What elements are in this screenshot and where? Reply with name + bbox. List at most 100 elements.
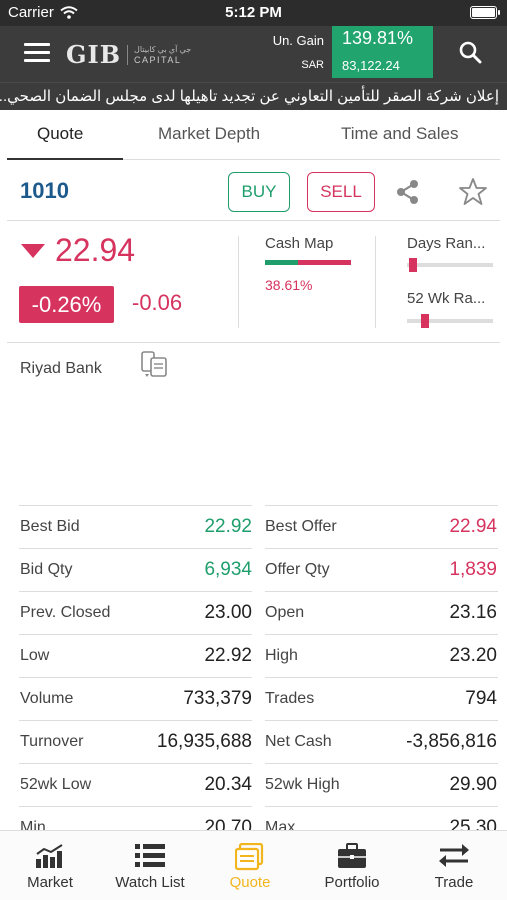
days-range-bar (407, 258, 493, 272)
detail-label: 52wk Low (20, 776, 92, 793)
nav-quote-label: Quote (229, 874, 271, 891)
change-percent-badge: -0.26% (19, 286, 114, 323)
detail-value: 22.92 (204, 645, 252, 666)
detail-label: Min (20, 819, 46, 830)
detail-label: Open (265, 604, 305, 621)
detail-value: 6,934 (204, 559, 252, 580)
detail-value: 1,839 (449, 559, 497, 580)
wk52-range-bar (407, 314, 493, 328)
row-divider (19, 548, 252, 549)
sell-button[interactable]: SELL (307, 172, 375, 212)
detail-value: 20.70 (204, 817, 252, 830)
row-divider (19, 806, 252, 807)
tab-market-depth[interactable]: Market Depth (158, 124, 261, 143)
row-divider (265, 806, 498, 807)
detail-value: 23.00 (204, 602, 252, 623)
row-divider (19, 591, 252, 592)
detail-label: Volume (20, 690, 74, 707)
detail-label: 52wk High (265, 776, 340, 793)
nav-portfolio[interactable]: Portfolio (302, 831, 402, 900)
briefcase-icon (338, 843, 366, 868)
row-divider (265, 591, 498, 592)
carrier-indicator: Carrier (8, 4, 78, 21)
column-divider (238, 236, 239, 328)
carrier-label: Carrier (8, 4, 54, 21)
column-divider (375, 236, 376, 328)
detail-value: 23.16 (449, 602, 497, 623)
list-icon (135, 844, 165, 867)
detail-value: 733,379 (183, 688, 252, 709)
detail-value: 22.92 (204, 516, 252, 537)
detail-value: 16,935,688 (156, 731, 252, 752)
detail-value: 22.94 (449, 516, 497, 537)
detail-label: High (265, 647, 298, 664)
detail-row: Prev. Closed 23.00 Open 23.16 (0, 591, 507, 634)
nav-trade[interactable]: Trade (404, 831, 504, 900)
company-profile-icon[interactable] (139, 350, 169, 378)
quote-details-table: Best Bid 22.92 Best Offer 22.94 Bid Qty 6,934… (0, 505, 507, 830)
row-divider (19, 763, 252, 764)
cash-map-bar (265, 260, 351, 265)
symbol-code: 1010 (20, 178, 69, 203)
share-icon[interactable] (394, 178, 422, 206)
days-range-label: Days Ran... (407, 235, 486, 252)
swap-arrows-icon (439, 844, 469, 867)
row-divider (19, 677, 252, 678)
ticker-text: إعلان شركة الصقر للتأمين التعاوني عن تجد… (0, 88, 499, 105)
row-divider (265, 548, 498, 549)
detail-label: Bid Qty (20, 561, 73, 578)
row-divider (265, 763, 498, 764)
tab-quote[interactable]: Quote (37, 124, 84, 143)
wifi-icon (60, 6, 78, 19)
detail-label: Trades (265, 690, 315, 707)
app-header: GIB جي آي بي كابيتال CAPITAL Un. Gain SA… (0, 26, 507, 82)
detail-row: 52wk Low 20.34 52wk High 29.90 (0, 763, 507, 806)
nav-portfolio-label: Portfolio (324, 874, 380, 891)
nav-market-label: Market (27, 874, 73, 891)
news-ticker[interactable]: إعلان شركة الصقر للتأمين التعاوني عن تجد… (0, 82, 507, 110)
detail-label: Prev. Closed (20, 604, 111, 621)
detail-value: 29.90 (449, 774, 497, 795)
menu-icon[interactable] (24, 43, 50, 63)
detail-label: Max (265, 819, 296, 830)
tabs-divider (7, 159, 500, 160)
detail-label: Turnover (20, 733, 84, 750)
nav-quote[interactable]: Quote (200, 831, 300, 900)
search-icon[interactable] (458, 40, 482, 64)
detail-label: Net Cash (265, 733, 332, 750)
detail-value: 25.30 (449, 817, 497, 830)
gain-percent: 139.81% (342, 28, 414, 48)
company-name: Riyad Bank (20, 360, 102, 377)
logo-mark: GIB (66, 40, 122, 69)
battery-icon (470, 6, 500, 19)
days-range-marker (408, 258, 417, 272)
price-down-icon (21, 244, 45, 258)
detail-row: Best Bid 22.92 Best Offer 22.94 (0, 505, 507, 548)
quote-icon (235, 843, 264, 871)
gain-label: Un. Gain (272, 33, 324, 48)
section-divider (7, 342, 500, 343)
row-divider (19, 720, 252, 721)
gain-amount: 83,122.24 (342, 58, 400, 73)
detail-value: 794 (465, 688, 497, 709)
tab-time-and-sales[interactable]: Time and Sales (341, 124, 459, 143)
nav-watch-list-label: Watch List (115, 874, 185, 891)
quote-tabs: Quote Market Depth Time and Sales (0, 110, 507, 160)
nav-watch-list[interactable]: Watch List (100, 831, 200, 900)
detail-row: Min 20.70 Max 25.30 (0, 806, 507, 830)
star-icon[interactable] (458, 177, 488, 207)
unrealized-gain-box[interactable]: 139.81% 83,122.24 (332, 26, 433, 78)
detail-value: -3,856,816 (406, 731, 497, 752)
nav-trade-label: Trade (434, 874, 474, 891)
unrealized-gain-labels: Un. Gain SAR (273, 32, 324, 71)
row-divider (19, 505, 252, 506)
cash-map-label: Cash Map (265, 235, 334, 252)
detail-label: Best Offer (265, 518, 337, 535)
detail-label: Offer Qty (265, 561, 330, 578)
currency-label: SAR (301, 59, 324, 71)
row-divider (265, 634, 498, 635)
detail-label: Low (20, 647, 50, 664)
nav-market[interactable]: Market (0, 831, 100, 900)
buy-button[interactable]: BUY (228, 172, 290, 212)
row-divider (265, 720, 498, 721)
